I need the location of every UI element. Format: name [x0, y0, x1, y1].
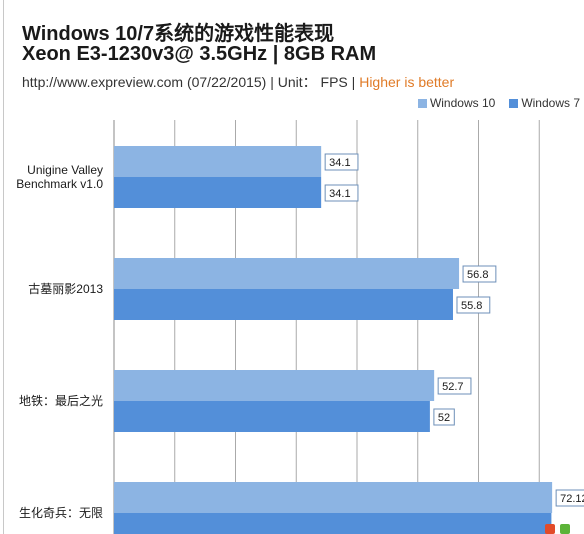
- data-label: 56.8: [467, 269, 488, 281]
- chart-subtitle: Xeon E3-1230v3@ 3.5GHz | 8GB RAM: [22, 43, 377, 65]
- data-label-box: [456, 296, 491, 314]
- data-label-box: [462, 265, 497, 283]
- bar: [114, 177, 322, 208]
- category-label: 生化奇兵：无限: [19, 506, 103, 520]
- data-label: 52.7: [442, 381, 463, 393]
- data-label-box: [324, 184, 359, 202]
- bar: [114, 513, 552, 534]
- higher-is-better-note: Higher is better: [359, 74, 455, 90]
- legend-label-series2: Windows 7: [521, 96, 580, 110]
- data-label: 72.12: [560, 493, 584, 505]
- data-label: 34.1: [329, 188, 350, 200]
- legend-label-series1: Windows 10: [429, 96, 496, 110]
- data-label: 55.8: [461, 300, 482, 312]
- legend-swatch-series2: [509, 98, 519, 108]
- logo-mark-red: [545, 524, 555, 534]
- data-label: 34.1: [329, 157, 350, 169]
- data-label-box: [555, 489, 584, 507]
- bar: [114, 482, 553, 513]
- bar: [114, 401, 430, 432]
- legend-swatch-series1: [417, 98, 427, 108]
- chart-frame: [3, 0, 584, 534]
- legend-item-series2: Windows 7: [509, 96, 580, 110]
- category-label: 地铁：最后之光: [19, 394, 103, 408]
- bar: [114, 258, 460, 289]
- data-label-box: [437, 377, 472, 395]
- logo-mark-green: [560, 524, 570, 534]
- bar: [114, 146, 322, 177]
- category-label: 古墓丽影2013: [28, 281, 103, 296]
- category-label: Unigine Valley Benchmark v1.0: [16, 163, 103, 191]
- data-label-box: [324, 153, 359, 171]
- source-text: http://www.expreview.com (07/22/2015) | …: [22, 74, 360, 90]
- source-line: http://www.expreview.com (07/22/2015) | …: [22, 72, 454, 92]
- bar: [114, 289, 453, 320]
- data-label-box: [433, 408, 455, 426]
- bar: [114, 370, 435, 401]
- legend: Windows 10 Windows 7: [417, 96, 584, 110]
- data-label: 52: [438, 412, 450, 424]
- legend-item-series1: Windows 10: [417, 96, 496, 110]
- chart-title: Windows 10/7系统的游戏性能表现: [22, 23, 335, 45]
